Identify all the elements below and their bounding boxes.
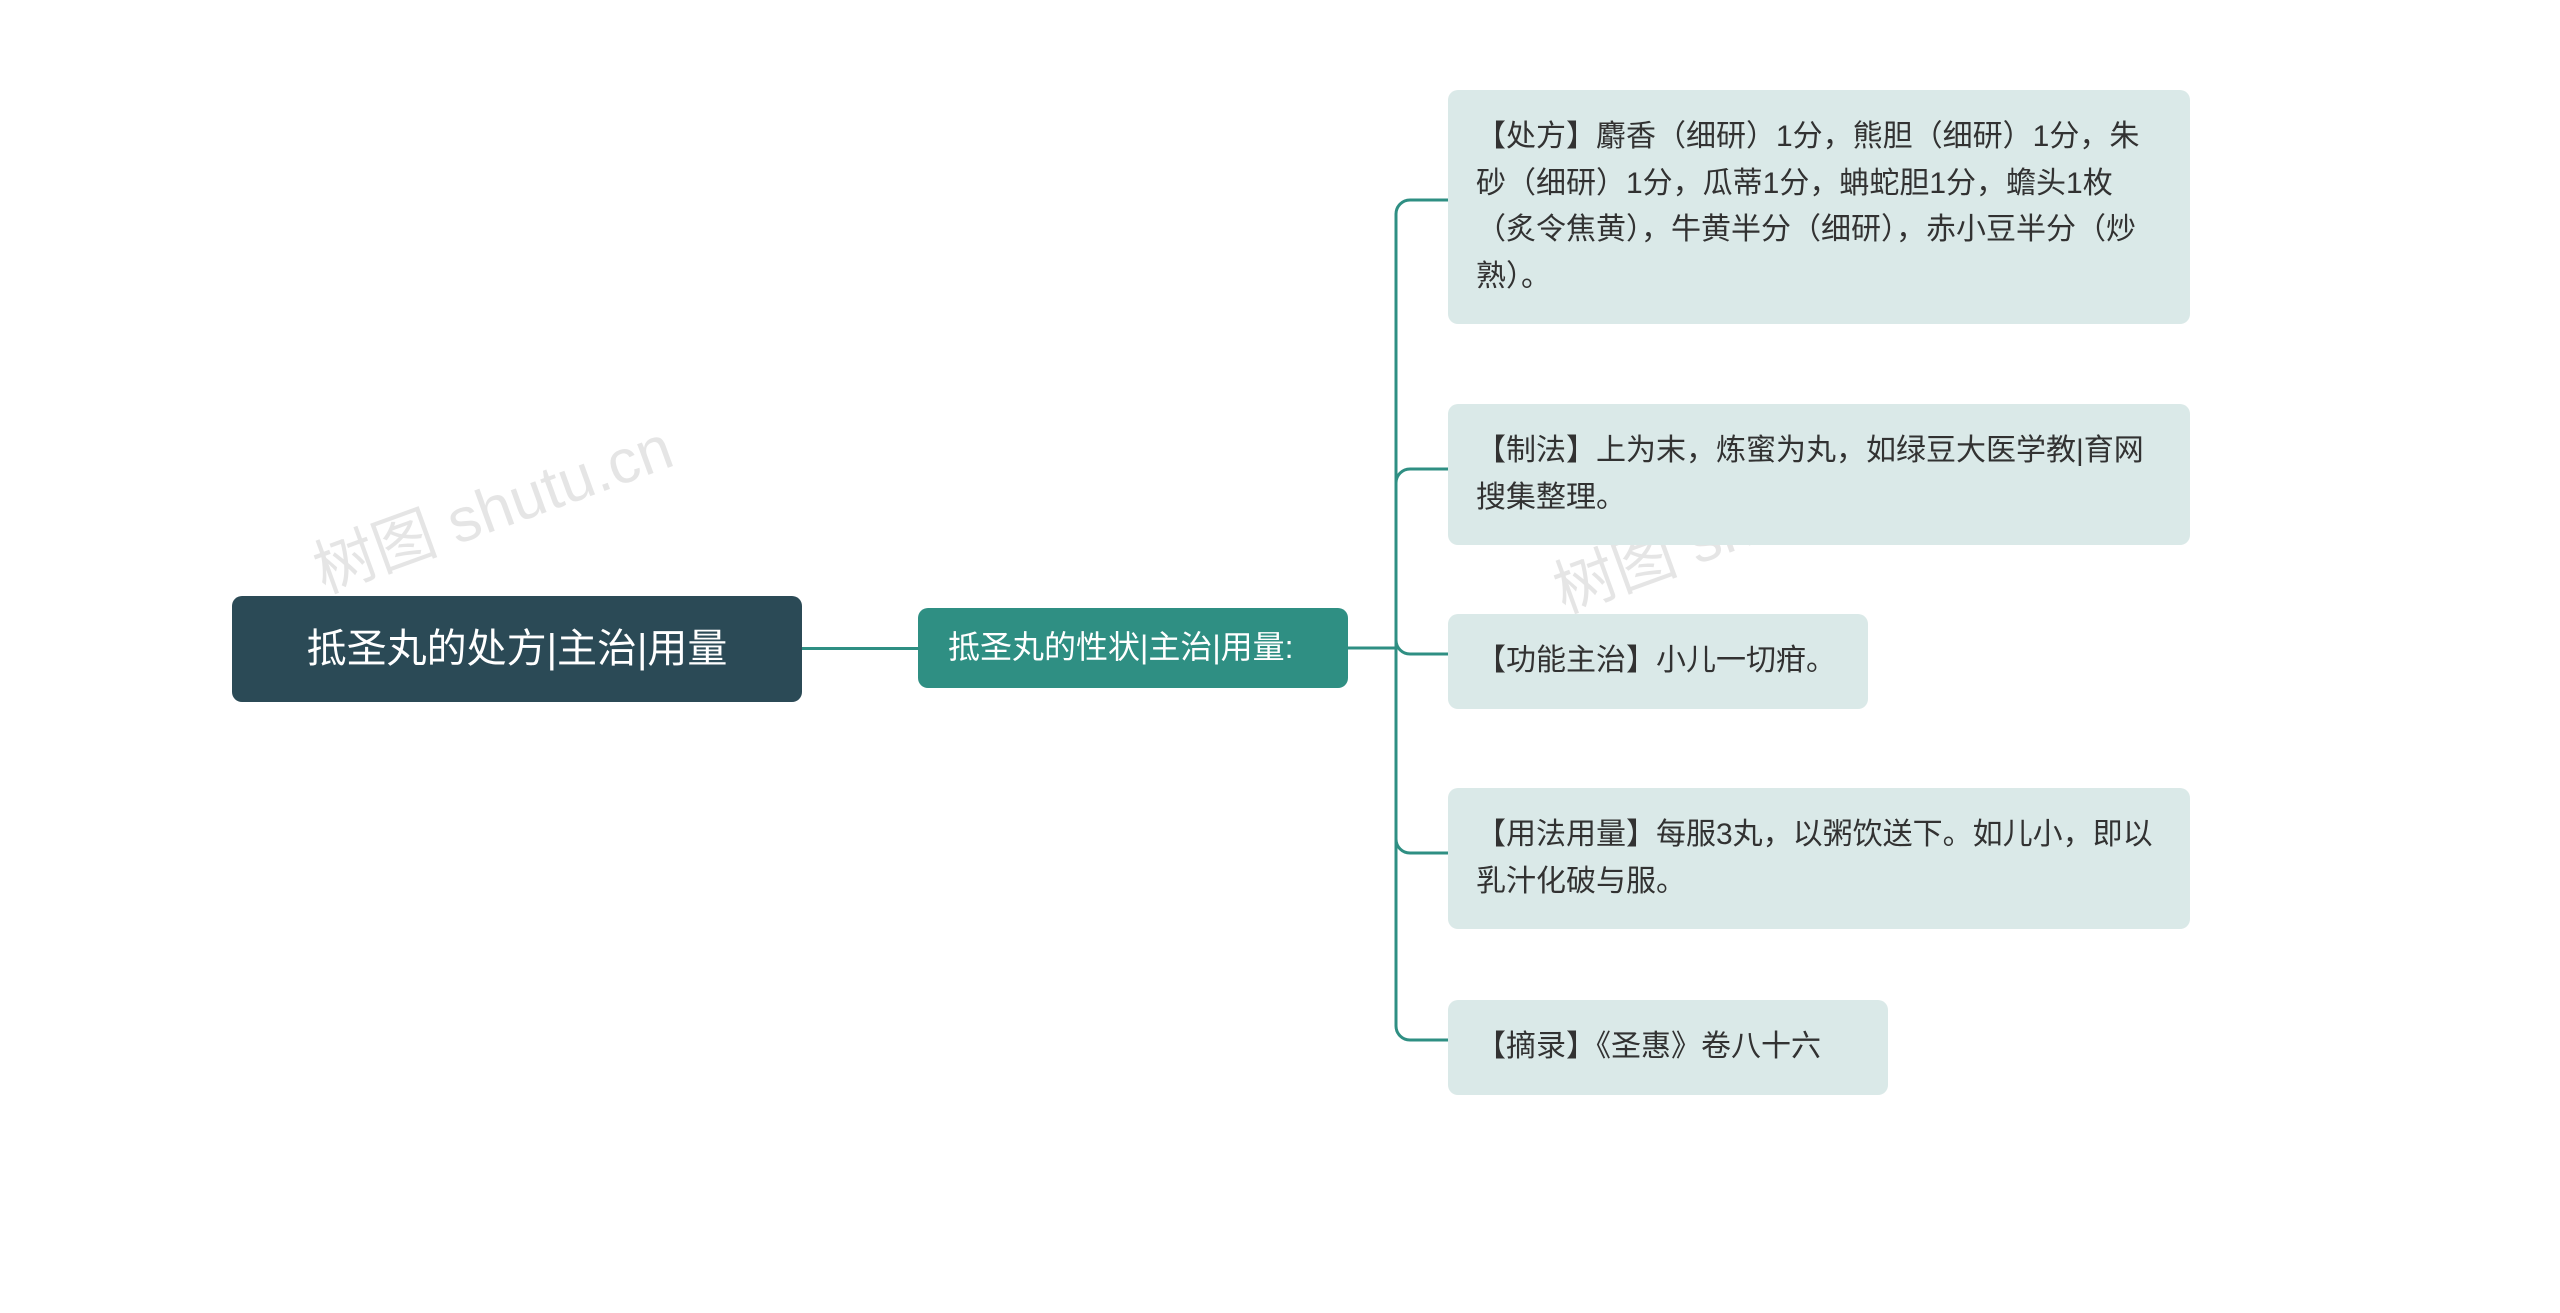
leaf-text: 【用法用量】每服3丸，以粥饮送下。如儿小，即以乳汁化破与服。	[1476, 812, 2162, 905]
branch-label: 抵圣丸的性状|主治|用量:	[948, 623, 1294, 673]
leaf-text: 【处方】麝香（细研）1分，熊胆（细研）1分，朱砂（细研）1分，瓜蒂1分，蚺蛇胆1…	[1476, 114, 2162, 300]
leaf-text: 【摘录】《圣惠》卷八十六	[1476, 1024, 1821, 1071]
leaf-text: 【功能主治】小儿一切疳。	[1476, 638, 1836, 685]
branch-node[interactable]: 抵圣丸的性状|主治|用量:	[918, 608, 1348, 688]
leaf-text: 【制法】上为末，炼蜜为丸，如绿豆大医学教|育网搜集整理。	[1476, 428, 2162, 521]
leaf-function[interactable]: 【功能主治】小儿一切疳。	[1448, 614, 1868, 709]
leaf-prescription[interactable]: 【处方】麝香（细研）1分，熊胆（细研）1分，朱砂（细研）1分，瓜蒂1分，蚺蛇胆1…	[1448, 90, 2190, 324]
leaf-source[interactable]: 【摘录】《圣惠》卷八十六	[1448, 1000, 1888, 1095]
leaf-usage[interactable]: 【用法用量】每服3丸，以粥饮送下。如儿小，即以乳汁化破与服。	[1448, 788, 2190, 929]
root-node[interactable]: 抵圣丸的处方|主治|用量	[232, 596, 802, 702]
mindmap-canvas: 树图 shutu.cn 树图 shutu.cn 抵圣丸的处方|主治|用量 抵圣丸…	[0, 0, 2560, 1313]
leaf-method[interactable]: 【制法】上为末，炼蜜为丸，如绿豆大医学教|育网搜集整理。	[1448, 404, 2190, 545]
watermark-1: 树图 shutu.cn	[299, 397, 683, 610]
root-label: 抵圣丸的处方|主治|用量	[307, 618, 728, 680]
